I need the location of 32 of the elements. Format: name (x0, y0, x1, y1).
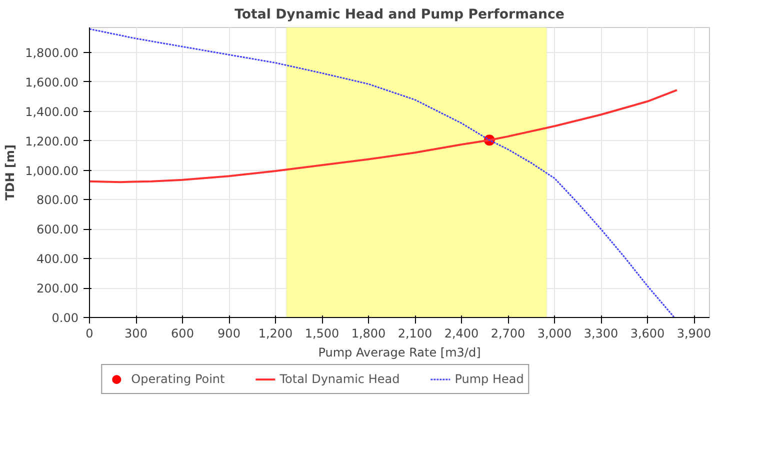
x-tick-label: 1,500 (304, 326, 340, 340)
x-tick-label: 300 (124, 326, 148, 340)
x-axis-title: Pump Average Rate [m3/d] (318, 346, 481, 360)
legend-label: Pump Head (454, 372, 524, 386)
x-tick-label: 3,600 (630, 326, 665, 340)
chart-title: Total Dynamic Head and Pump Performance (234, 8, 564, 22)
x-tick-label: 2,100 (398, 326, 432, 340)
line-series (90, 28, 676, 318)
x-tick-label: 600 (171, 326, 194, 340)
x-tick-label: 3,000 (537, 326, 572, 340)
y-tick-label: 1,600.00 (25, 75, 78, 90)
y-tick-label: 600.00 (36, 222, 79, 237)
y-tick-label: 1,200.00 (25, 134, 78, 148)
y-axis-title: TDH [m] (3, 144, 18, 200)
legend-label: Total Dynamic Head (280, 372, 400, 386)
x-tick-label: 0 (86, 326, 94, 340)
x-tick-label: 1,800 (351, 326, 386, 340)
x-tick-label: 3,900 (676, 326, 712, 340)
y-tick-label: 800.00 (36, 193, 79, 208)
x-tick-label: 2,400 (444, 326, 479, 340)
x-tick-label: 2,700 (490, 326, 526, 340)
x-tick-label: 900 (218, 326, 240, 340)
y-tick-label: 200.00 (36, 282, 79, 296)
x-tick-label: 1,200 (258, 326, 293, 340)
x-tick-label: 3,300 (584, 326, 618, 340)
legend-label: Operating Point (131, 372, 225, 386)
y-tick-label: 1,400.00 (25, 104, 78, 119)
y-tick-label: 400.00 (36, 252, 79, 266)
y-tick-label: 1,000.00 (25, 164, 78, 178)
line-series (90, 89, 678, 184)
y-tick-label: 0.00 (52, 311, 78, 325)
y-tick-label: 1,800.00 (25, 46, 78, 60)
